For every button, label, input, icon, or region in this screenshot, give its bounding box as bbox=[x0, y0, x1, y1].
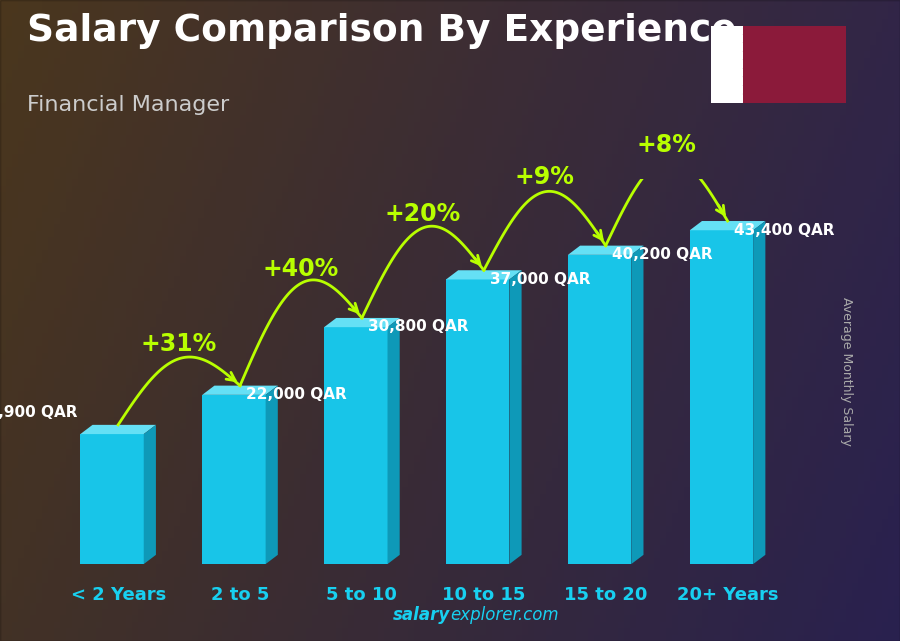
Polygon shape bbox=[689, 230, 753, 564]
Polygon shape bbox=[388, 318, 400, 564]
Text: Average Monthly Salary: Average Monthly Salary bbox=[840, 297, 852, 446]
Polygon shape bbox=[742, 26, 846, 103]
Polygon shape bbox=[80, 434, 144, 564]
Text: explorer.com: explorer.com bbox=[450, 606, 559, 624]
Polygon shape bbox=[324, 327, 388, 564]
Text: 5 to 10: 5 to 10 bbox=[327, 586, 398, 604]
Polygon shape bbox=[742, 26, 846, 103]
Text: +40%: +40% bbox=[263, 257, 339, 281]
Text: 37,000 QAR: 37,000 QAR bbox=[490, 272, 590, 287]
Polygon shape bbox=[446, 271, 522, 279]
Text: Financial Manager: Financial Manager bbox=[27, 95, 230, 115]
Text: 20+ Years: 20+ Years bbox=[677, 586, 778, 604]
Text: +9%: +9% bbox=[515, 165, 575, 190]
Polygon shape bbox=[144, 425, 156, 564]
Text: 15 to 20: 15 to 20 bbox=[564, 586, 647, 604]
Text: 2 to 5: 2 to 5 bbox=[211, 586, 269, 604]
Text: Salary Comparison By Experience: Salary Comparison By Experience bbox=[27, 13, 737, 49]
Polygon shape bbox=[631, 246, 644, 564]
Text: 22,000 QAR: 22,000 QAR bbox=[246, 387, 346, 402]
Polygon shape bbox=[568, 246, 644, 255]
Polygon shape bbox=[266, 386, 278, 564]
Text: < 2 Years: < 2 Years bbox=[70, 586, 166, 604]
Text: 40,200 QAR: 40,200 QAR bbox=[612, 247, 713, 262]
Polygon shape bbox=[202, 395, 266, 564]
Polygon shape bbox=[446, 279, 509, 564]
Text: +31%: +31% bbox=[141, 333, 217, 356]
Text: 30,800 QAR: 30,800 QAR bbox=[368, 319, 469, 335]
Polygon shape bbox=[689, 221, 765, 230]
Text: +20%: +20% bbox=[384, 202, 461, 226]
Polygon shape bbox=[711, 26, 742, 103]
Polygon shape bbox=[80, 425, 156, 434]
Polygon shape bbox=[509, 271, 522, 564]
Polygon shape bbox=[202, 386, 278, 395]
Text: 10 to 15: 10 to 15 bbox=[442, 586, 526, 604]
Text: 43,400 QAR: 43,400 QAR bbox=[734, 222, 834, 238]
Text: salary: salary bbox=[392, 606, 450, 624]
Text: +8%: +8% bbox=[636, 133, 697, 157]
Polygon shape bbox=[324, 318, 400, 327]
Polygon shape bbox=[753, 221, 765, 564]
Text: 16,900 QAR: 16,900 QAR bbox=[0, 405, 78, 420]
Polygon shape bbox=[568, 255, 631, 564]
